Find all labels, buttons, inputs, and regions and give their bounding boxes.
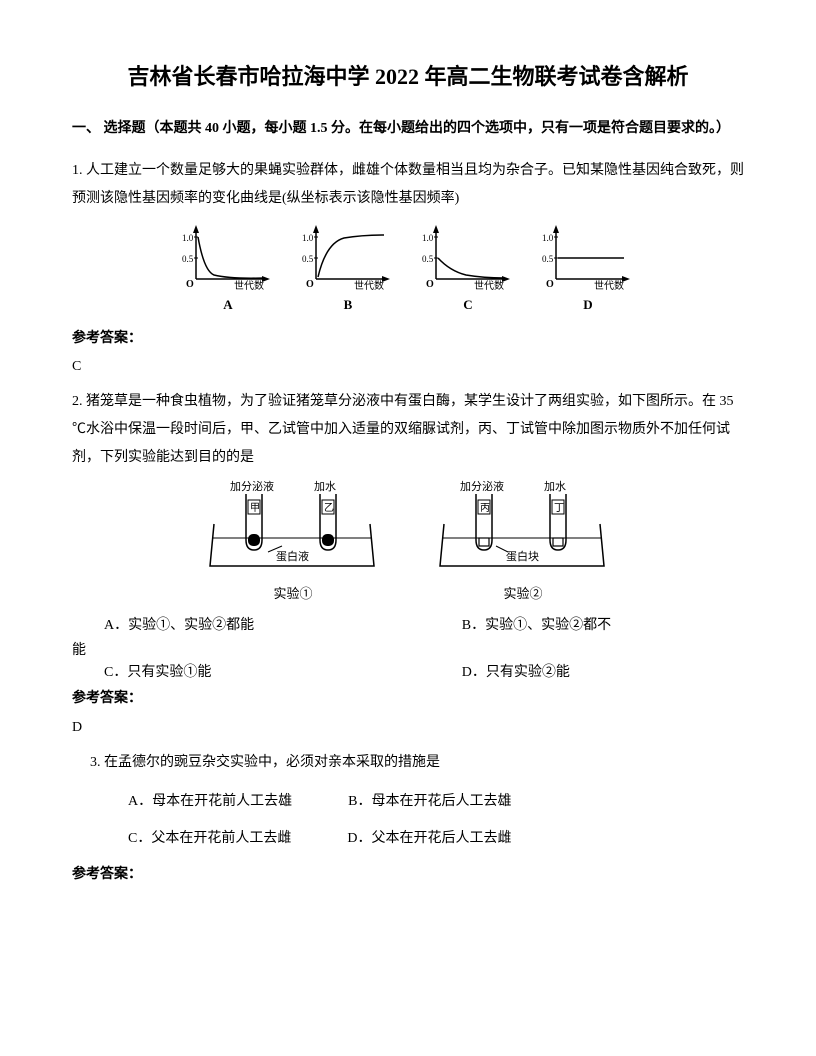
exp2-label: 实验② <box>503 584 542 605</box>
exp1-label: 实验① <box>273 584 312 605</box>
question-1-text: 1. 人工建立一个数量足够大的果蝇实验群体，雌雄个体数量相当且均为杂合子。已知某… <box>72 157 744 213</box>
svg-text:0.5: 0.5 <box>422 254 434 264</box>
svg-text:世代数: 世代数 <box>594 279 624 292</box>
svg-text:0.5: 0.5 <box>542 254 554 264</box>
graph-a-label: A <box>223 295 232 316</box>
svg-text:O: O <box>426 279 434 290</box>
svg-text:加分泌液: 加分泌液 <box>460 480 504 493</box>
svg-text:丁: 丁 <box>554 503 564 514</box>
svg-text:世代数: 世代数 <box>474 279 504 292</box>
svg-text:世代数: 世代数 <box>354 279 384 292</box>
q2-answer: D <box>72 717 744 739</box>
svg-text:1.0: 1.0 <box>422 233 434 243</box>
graph-c: 1.0 0.5 O 世代数 C <box>420 221 516 316</box>
svg-text:丙: 丙 <box>480 503 490 514</box>
q1-answer-label: 参考答案： <box>72 328 744 350</box>
ytick-1: 1.0 <box>182 233 194 243</box>
q2-option-c: C．只有实验①能 <box>72 662 462 684</box>
svg-text:蛋白块: 蛋白块 <box>506 549 539 563</box>
svg-text:加水: 加水 <box>314 480 336 493</box>
page-title: 吉林省长春市哈拉海中学 2022 年高二生物联考试卷含解析 <box>72 60 744 93</box>
q2-option-d: D．只有实验②能 <box>462 662 744 684</box>
q2-experiments: 加分泌液 加水 甲 乙 蛋白液 实验① 加分泌液 加水 <box>72 480 744 605</box>
svg-text:甲: 甲 <box>250 503 260 514</box>
q3-option-c: C．父本在开花前人工去雌 <box>128 828 291 850</box>
q3-option-d: D．父本在开花后人工去雌 <box>347 828 511 850</box>
graph-b-label: B <box>344 295 353 316</box>
q3-answer-label: 参考答案： <box>72 864 744 886</box>
svg-text:O: O <box>546 279 554 290</box>
svg-text:乙: 乙 <box>324 502 334 514</box>
q2-option-b-cont: 能 <box>72 640 744 662</box>
q2-option-b: B．实验①、实验②都不 <box>462 615 744 637</box>
q1-answer: C <box>72 356 744 378</box>
svg-text:蛋白液: 蛋白液 <box>276 549 309 563</box>
q3-option-a: A．母本在开花前人工去雄 <box>128 791 292 813</box>
svg-text:O: O <box>186 279 194 290</box>
svg-text:O: O <box>306 279 314 290</box>
experiment-2: 加分泌液 加水 丙 丁 蛋白块 实验② <box>428 480 618 605</box>
q1-graphs: 1.0 0.5 O 世代数 A 1.0 0.5 O 世代数 B <box>72 221 744 316</box>
svg-text:加分泌液: 加分泌液 <box>230 480 274 493</box>
svg-text:世代数: 世代数 <box>234 279 264 292</box>
q3-option-b: B．母本在开花后人工去雄 <box>348 791 511 813</box>
svg-text:1.0: 1.0 <box>542 233 554 243</box>
graph-a: 1.0 0.5 O 世代数 A <box>180 221 276 316</box>
experiment-1: 加分泌液 加水 甲 乙 蛋白液 实验① <box>198 480 388 605</box>
question-2-text: 2. 猪笼草是一种食虫植物，为了验证猪笼草分泌液中有蛋白酶，某学生设计了两组实验… <box>72 388 744 472</box>
svg-text:加水: 加水 <box>544 480 566 493</box>
q2-option-a: A．实验①、实验②都能 <box>72 615 462 637</box>
ytick-05: 0.5 <box>182 254 194 264</box>
q2-answer-label: 参考答案： <box>72 688 744 710</box>
svg-text:0.5: 0.5 <box>302 254 314 264</box>
graph-d: 1.0 0.5 O 世代数 D <box>540 221 636 316</box>
graph-d-label: D <box>583 295 592 316</box>
question-3-text: 3. 在孟德尔的豌豆杂交实验中，必须对亲本采取的措施是 <box>72 749 744 777</box>
graph-c-label: C <box>463 295 472 316</box>
svg-text:1.0: 1.0 <box>302 233 314 243</box>
section-header: 一、 选择题（本题共 40 小题，每小题 1.5 分。在每小题给出的四个选项中，… <box>72 117 744 141</box>
graph-b: 1.0 0.5 O 世代数 B <box>300 221 396 316</box>
